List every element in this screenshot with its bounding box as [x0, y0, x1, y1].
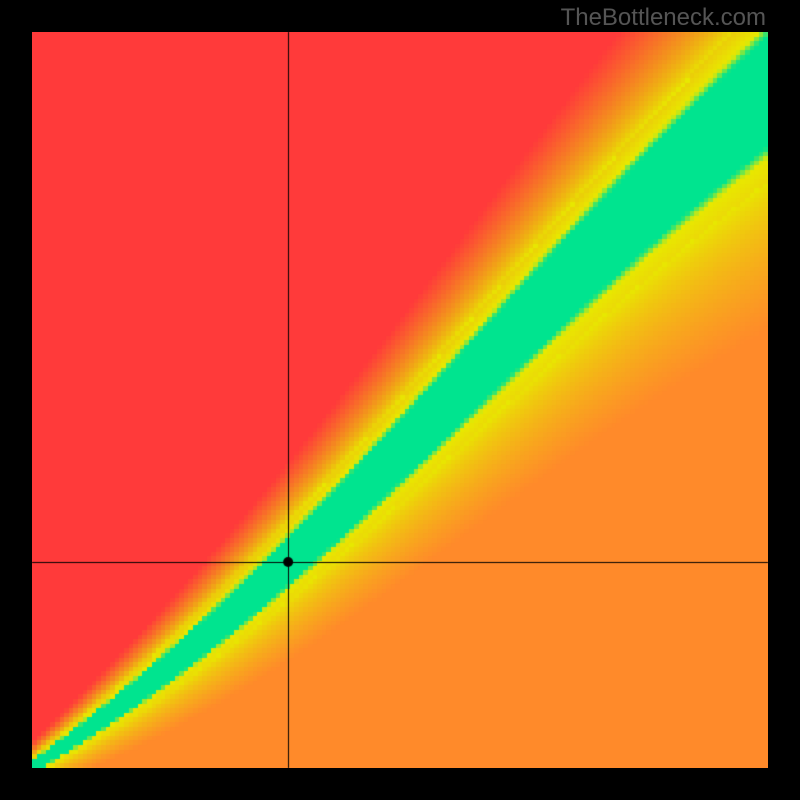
watermark-text: TheBottleneck.com — [561, 4, 766, 32]
crosshair-overlay — [0, 0, 800, 800]
chart-container: TheBottleneck.com — [0, 0, 800, 800]
